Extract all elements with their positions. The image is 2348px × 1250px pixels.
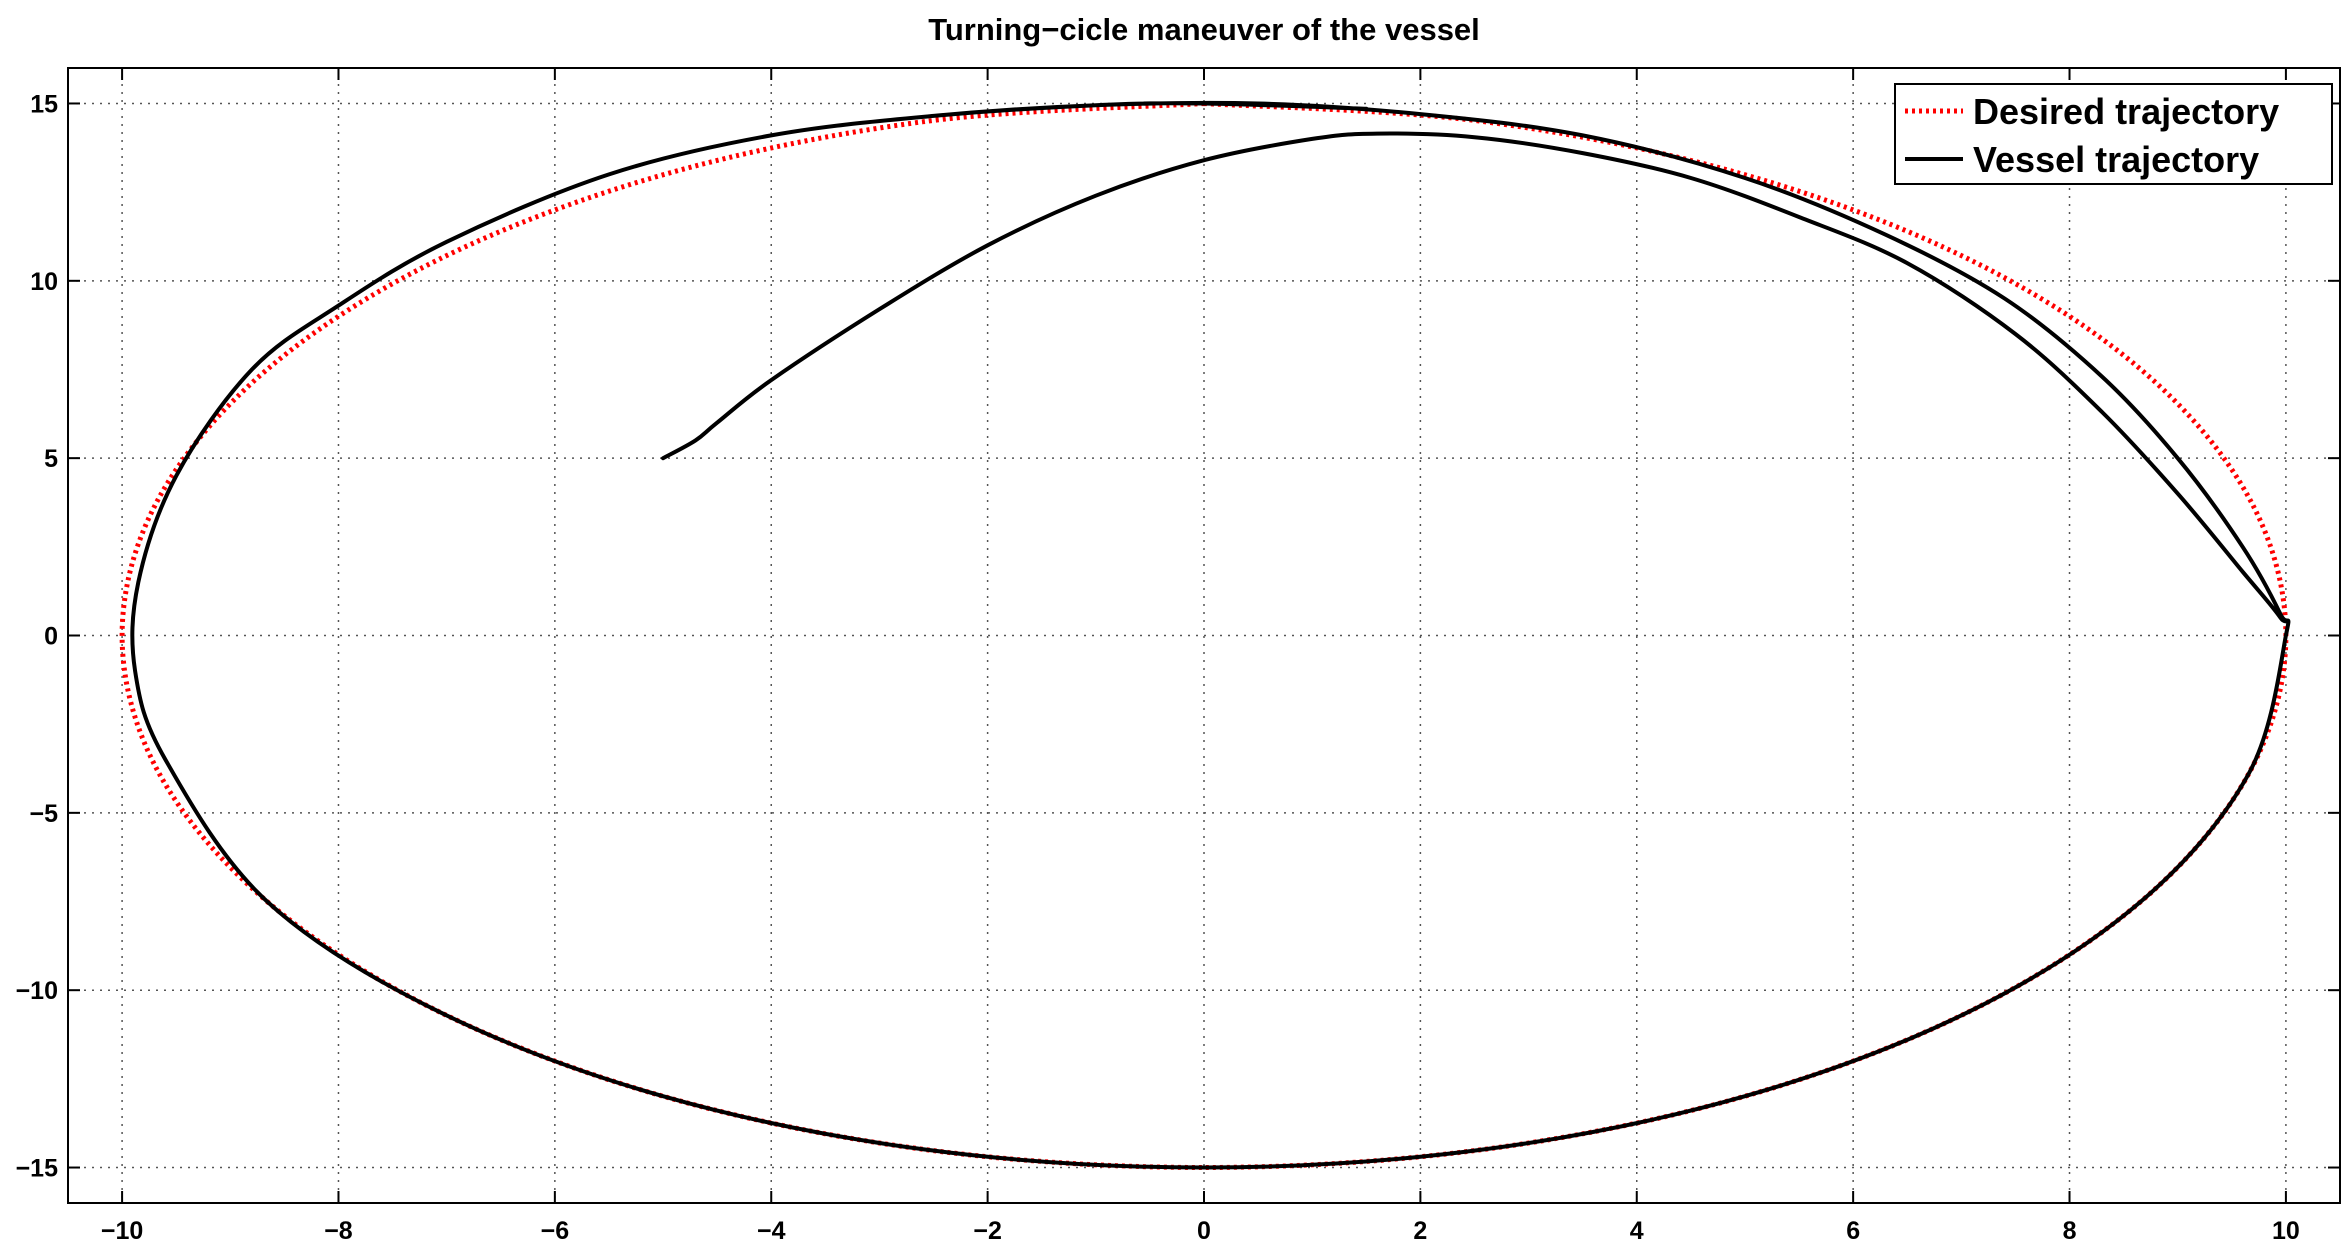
chart-title: Turning−cicle maneuver of the vessel [928,12,1480,47]
x-tick-label: −4 [757,1217,786,1245]
x-tick-label: 4 [1630,1217,1644,1245]
x-tick-label: 2 [1413,1217,1427,1245]
legend-entry-label: Desired trajectory [1973,91,2279,132]
y-tick-label: 10 [30,268,58,296]
x-tick-label: 10 [2272,1217,2300,1245]
x-tick-label: −8 [324,1217,353,1245]
y-tick-label: −5 [29,800,58,828]
y-tick-label: 15 [30,90,58,118]
x-tick-label: 0 [1197,1217,1211,1245]
y-tick-label: −10 [16,977,58,1005]
series-group [119,100,2291,1170]
x-tick-label: −6 [541,1217,570,1245]
x-tick-label: 8 [2063,1217,2077,1245]
y-tick-label: 0 [44,623,58,651]
vessel-trajectory-line [130,100,2291,1170]
grid [68,68,2340,1203]
legend-entry-label: Vessel trajectory [1973,139,2259,180]
y-tick-label: 5 [44,445,58,473]
x-tick-label: −2 [973,1217,1002,1245]
axis-ticks: −10 −8 −6 −4 −2 0 2 4 6 8 10 −15 −10 −5 0 5 10 15 [16,68,2340,1245]
desired-trajectory-line [119,101,2289,1170]
legend: Desired trajectory Vessel trajectory [1894,83,2333,185]
y-tick-label: −15 [16,1155,59,1183]
legend-box [1894,83,2333,185]
x-tick-label: 6 [1846,1217,1860,1245]
x-tick-label: −10 [101,1217,143,1245]
